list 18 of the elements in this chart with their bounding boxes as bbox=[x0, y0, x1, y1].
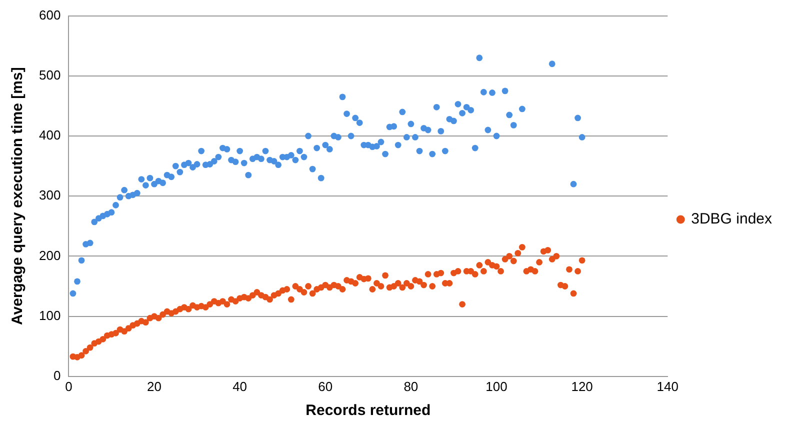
y-tick-label: 500 bbox=[38, 67, 61, 82]
x-tick-label: 80 bbox=[404, 378, 418, 394]
x-tick-label: 60 bbox=[318, 378, 333, 394]
y-tick-label: 600 bbox=[38, 7, 61, 22]
y-tick-label: 100 bbox=[38, 308, 61, 323]
y-tick-label: 200 bbox=[38, 248, 61, 263]
x-axis-title: Records returned bbox=[306, 402, 431, 420]
x-tick-label: 20 bbox=[147, 378, 162, 394]
y-tick-label: 0 bbox=[53, 368, 61, 383]
x-tick-label: 100 bbox=[486, 378, 508, 394]
legend-label: 3DBG index bbox=[691, 210, 772, 228]
y-axis-title: Avergage query execution time [ms] bbox=[9, 67, 26, 326]
y-tick-label: 400 bbox=[38, 128, 61, 143]
x-tick-label: 120 bbox=[571, 378, 593, 394]
x-tick-label: 140 bbox=[656, 378, 678, 394]
x-tick-label: 40 bbox=[232, 378, 248, 394]
y-tick-label: 300 bbox=[38, 188, 61, 203]
x-tick-label: 0 bbox=[65, 378, 72, 394]
